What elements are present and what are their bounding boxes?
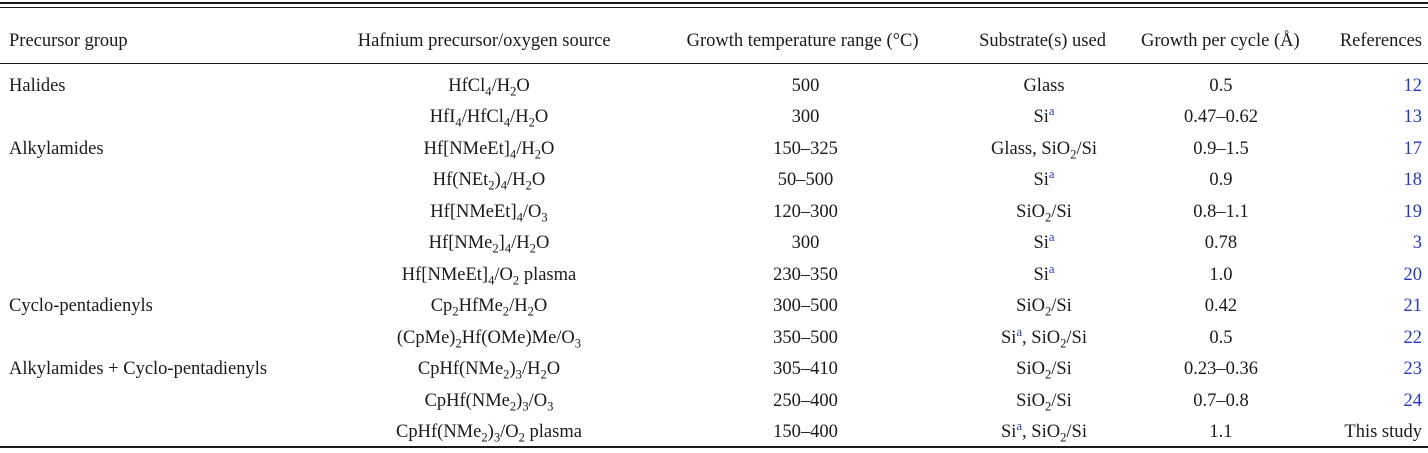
table-row: Cyclo-pentadienyls Cp2HfMe2/H2O 300–500 SiO… — [0, 291, 1428, 323]
hafnium-precursor-cell: Hf[NMeEt]4/O2 plasma — [401, 264, 577, 287]
reference-link[interactable]: 22 — [1403, 327, 1423, 348]
hafnium-precursor-cell: HfI4/HfCl4/H2O — [429, 107, 549, 130]
hafnium-precursor-cell: (CpMe)2Hf(OMe)Me/O3 — [396, 327, 582, 350]
growth-per-cycle-cell: 0.9–1.5 — [1193, 138, 1249, 159]
substrate-cell: SiO2/Si — [1016, 359, 1072, 382]
precursor-group-cell — [0, 196, 328, 228]
header-references: References — [1339, 30, 1422, 51]
precursor-group-cell: Halides — [9, 75, 66, 96]
growth-per-cycle-cell: 0.78 — [1204, 233, 1238, 253]
substrate-cell: Sia — [1033, 261, 1055, 285]
table-bottom-rule — [0, 446, 1428, 448]
table-row: CpHf(NMe2)3/O3 250–400 SiO2/Si 0.7–0.8 24 — [0, 385, 1428, 417]
growth-per-cycle-cell: 0.7–0.8 — [1193, 390, 1249, 411]
substrate-cell: Sia — [1033, 104, 1055, 127]
precursor-group-cell — [0, 417, 328, 449]
substrate-cell: Sia, SiO2/Si — [1001, 419, 1087, 445]
growth-per-cycle-cell: 0.5 — [1209, 327, 1233, 348]
precursor-group-cell: Alkylamides — [9, 138, 104, 159]
growth-per-cycle-cell: 1.0 — [1209, 264, 1233, 285]
reference-link[interactable]: 3 — [1412, 233, 1422, 253]
growth-per-cycle-cell: 0.8–1.1 — [1193, 201, 1249, 222]
growth-temperature-cell: 230–350 — [773, 264, 838, 285]
table-top-rule — [0, 2, 1428, 4]
precursor-group-cell — [0, 259, 328, 291]
table-top-rule-thin — [0, 7, 1428, 8]
table-row: HfI4/HfCl4/H2O 300 Sia 0.47–0.62 13 — [0, 102, 1428, 134]
hafnium-precursor-cell: CpHf(NMe2)3/H2O — [417, 359, 561, 382]
hafnium-precursor-cell: Hf(NEt2)4/H2O — [432, 170, 546, 193]
growth-per-cycle-cell: 0.47–0.62 — [1183, 107, 1258, 127]
header-hafnium-precursor: Hafnium precursor/oxygen source — [357, 30, 611, 51]
table-row: (CpMe)2Hf(OMe)Me/O3 350–500 Sia, SiO2/Si 0.… — [0, 322, 1428, 354]
precursor-group-cell — [0, 165, 328, 197]
substrate-cell: Sia, SiO2/Si — [1001, 324, 1087, 350]
substrate-cell: SiO2/Si — [1016, 390, 1072, 413]
table-row: Alkylamides Hf[NMeEt]4/H2O 150–325 Glass, S… — [0, 133, 1428, 165]
growth-per-cycle-cell: 1.1 — [1209, 422, 1233, 442]
header-precursor-group: Precursor group — [9, 30, 128, 51]
reference-link[interactable]: 20 — [1403, 264, 1423, 285]
table-row: Hf[NMe2]4/H2O 300 Sia 0.78 3 — [0, 228, 1428, 260]
growth-temperature-cell: 350–500 — [773, 327, 838, 348]
table-row: Hf[NMeEt]4/O3 120–300 SiO2/Si 0.8–1.1 19 — [0, 196, 1428, 228]
reference-link[interactable]: 18 — [1403, 170, 1423, 190]
growth-temperature-cell: 120–300 — [773, 201, 838, 222]
reference-link[interactable]: 21 — [1403, 296, 1423, 316]
growth-temperature-cell: 305–410 — [773, 359, 838, 379]
substrate-cell: Sia — [1033, 167, 1055, 190]
growth-temperature-cell: 250–400 — [773, 390, 838, 411]
substrate-cell: SiO2/Si — [1016, 296, 1072, 319]
growth-temperature-cell: 50–500 — [777, 170, 834, 190]
growth-temperature-cell: 150–400 — [773, 422, 838, 442]
table-row: Hf[NMeEt]4/O2 plasma 230–350 Sia 1.0 20 — [0, 259, 1428, 291]
growth-temperature-cell: 300 — [791, 107, 820, 127]
hafnium-precursor-cell: CpHf(NMe2)3/O2 plasma — [396, 422, 582, 445]
table-header: Precursor group Hafnium precursor/oxygen… — [0, 26, 1428, 56]
hafnium-precursor-cell: Cp2HfMe2/H2O — [430, 296, 548, 319]
growth-temperature-cell: 300 — [791, 233, 820, 253]
precursor-group-cell — [0, 322, 328, 354]
header-growth-temperature: Growth temperature range (°C) — [686, 30, 919, 51]
header-substrates: Substrate(s) used — [979, 30, 1106, 51]
hafnium-precursor-cell: CpHf(NMe2)3/O3 — [424, 390, 554, 413]
table-row: Halides HfCl4/H2O 500 Glass 0.5 12 — [0, 70, 1428, 102]
substrate-cell: Glass, SiO2/Si — [990, 138, 1098, 161]
precursor-group-cell: Cyclo-pentadienyls — [9, 296, 153, 316]
reference-link[interactable]: 23 — [1403, 359, 1423, 379]
hafnium-precursor-cell: Hf[NMeEt]4/H2O — [423, 138, 555, 161]
reference-link[interactable]: 12 — [1403, 75, 1423, 96]
substrate-cell: SiO2/Si — [1016, 201, 1072, 224]
reference-link[interactable]: 24 — [1403, 390, 1423, 411]
substrate-cell: Glass — [1023, 75, 1065, 96]
growth-temperature-cell: 150–325 — [773, 138, 838, 159]
reference-link[interactable]: 17 — [1403, 138, 1423, 159]
substrate-cell: Sia — [1033, 230, 1055, 253]
growth-temperature-cell: 500 — [791, 75, 820, 96]
precursor-group-cell — [0, 228, 328, 260]
header-row: Precursor group Hafnium precursor/oxygen… — [0, 26, 1428, 56]
precursor-group-cell — [0, 102, 328, 134]
reference-link[interactable]: 13 — [1403, 107, 1423, 127]
precursor-group-cell: Alkylamides + Cyclo-pentadienyls — [9, 359, 268, 379]
growth-per-cycle-cell: 0.42 — [1204, 296, 1238, 316]
table-header-rule — [0, 63, 1428, 64]
growth-per-cycle-cell: 0.23–0.36 — [1183, 359, 1258, 379]
growth-temperature-cell: 300–500 — [773, 296, 838, 316]
hafnium-precursor-cell: Hf[NMeEt]4/O3 — [430, 201, 548, 224]
hafnium-precursor-cell: HfCl4/H2O — [448, 75, 530, 98]
reference-link[interactable]: 19 — [1403, 201, 1423, 222]
header-growth-per-cycle: Growth per cycle (Å) — [1140, 30, 1300, 51]
table-row: Hf(NEt2)4/H2O 50–500 Sia 0.9 18 — [0, 165, 1428, 197]
table-body: Halides HfCl4/H2O 500 Glass 0.5 12 HfI4/HfCl4/… — [0, 70, 1428, 448]
growth-per-cycle-cell: 0.9 — [1209, 170, 1233, 190]
table-rows: Halides HfCl4/H2O 500 Glass 0.5 12 HfI4/HfCl4/… — [0, 70, 1428, 448]
precursor-group-cell — [0, 385, 328, 417]
growth-per-cycle-cell: 0.5 — [1209, 75, 1233, 96]
table-row: CpHf(NMe2)3/O2 plasma 150–400 Sia, SiO2/Si… — [0, 417, 1428, 449]
table-row: Alkylamides + Cyclo-pentadienyls CpHf(NMe… — [0, 354, 1428, 386]
hafnium-precursor-cell: Hf[NMe2]4/H2O — [428, 233, 550, 256]
reference-text: This study — [1344, 422, 1422, 442]
